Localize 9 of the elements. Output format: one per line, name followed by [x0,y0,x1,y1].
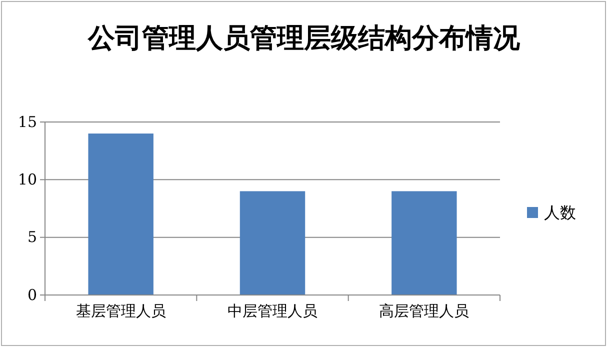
x-tick-label: 基层管理人员 [76,302,166,320]
x-tick-label: 高层管理人员 [379,302,470,320]
y-tick-label: 0 [27,286,37,304]
y-tick-label: 5 [27,228,37,246]
chart-title: 公司管理人员管理层级结构分布情况 [87,23,521,54]
x-tick-label: 中层管理人员 [228,302,318,320]
legend-label: 人数 [544,203,576,222]
y-tick-label: 15 [18,112,37,131]
y-tick-label: 10 [18,170,37,188]
